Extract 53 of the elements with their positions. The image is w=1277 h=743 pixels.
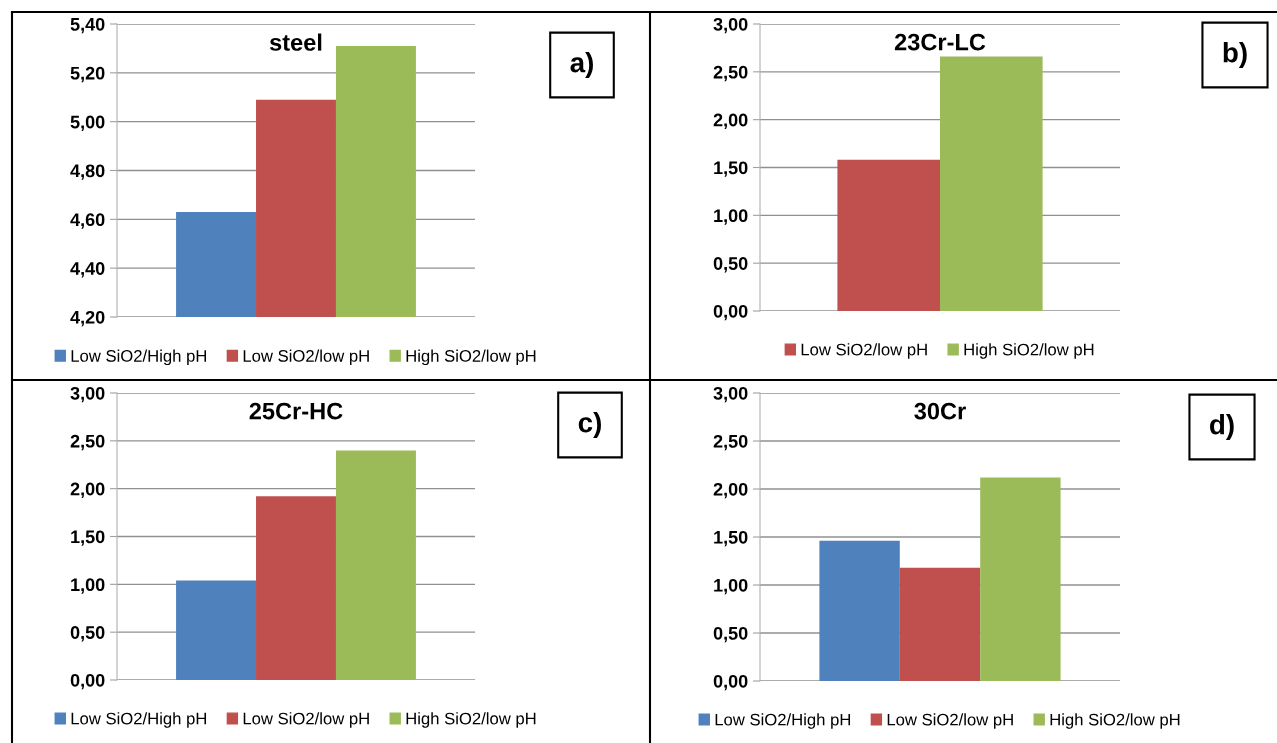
y-tick-label: 5,00 — [70, 115, 105, 131]
text: d) — [1210, 414, 1234, 440]
legend-label: Low SiO2/low pH — [243, 712, 369, 728]
y-tick-label: 1,50 — [714, 530, 748, 547]
legend-label: Low SiO2/low pH — [887, 713, 1013, 729]
y-tick-label: 4,60 — [70, 213, 105, 229]
y-tick-label: 1,50 — [714, 161, 748, 177]
y-tick-label: 4,20 — [70, 310, 105, 327]
legend-label: Low SiO2/High pH — [71, 349, 207, 366]
y-tick-label: 4,80 — [70, 164, 105, 180]
bar — [819, 540, 900, 681]
chart-title: steel — [269, 33, 322, 51]
y-tick-label: 1,00 — [71, 578, 105, 594]
legend-label: High SiO2/low pH — [1050, 713, 1180, 729]
y-tick-label: 3,00 — [70, 386, 105, 403]
bar — [980, 477, 1061, 681]
legend-label: Low SiO2/low pH — [801, 343, 927, 359]
y-tick-label: 3,00 — [713, 386, 748, 403]
y-tick-label: 2,50 — [713, 434, 748, 451]
legend-label: Low SiO2/High pH — [71, 712, 207, 728]
y-tick-label: 1,50 — [71, 530, 105, 546]
y-tick-label: 5,20 — [70, 66, 105, 83]
y-tick-label: 0,00 — [713, 304, 748, 321]
y-tick-label: 2,50 — [713, 65, 748, 82]
text: a) — [570, 52, 593, 78]
y-tick-label: 5,40 — [70, 17, 105, 34]
legend-label: High SiO2/low pH — [964, 343, 1094, 359]
y-tick-label: 2,50 — [70, 434, 105, 451]
bar — [335, 450, 416, 680]
bar — [256, 496, 336, 680]
y-tick-label: 2,00 — [713, 482, 748, 499]
y-tick-label: 2,00 — [70, 482, 105, 498]
bar — [176, 580, 257, 680]
bar — [899, 567, 981, 681]
y-tick-label: 0,50 — [70, 626, 105, 642]
legend-label: High SiO2/low pH — [406, 712, 536, 728]
text: b) — [1223, 42, 1247, 68]
y-tick-label: 0,00 — [713, 674, 748, 691]
chart-title: 25Cr-HC — [249, 402, 343, 420]
y-tick-label: 0,50 — [713, 626, 748, 643]
text: c) — [578, 412, 601, 438]
y-tick-label: 2,00 — [713, 113, 748, 129]
legend-label: Low SiO2/High pH — [715, 713, 851, 729]
y-tick-label: 1,00 — [714, 209, 748, 225]
chart-title: 23Cr-LC — [894, 33, 986, 51]
y-tick-label: 1,00 — [714, 578, 748, 595]
legend-label: High SiO2/low pH — [406, 349, 536, 366]
y-tick-label: 0,50 — [713, 257, 748, 273]
y-tick-label: 0,00 — [70, 673, 105, 690]
legend-label: Low SiO2/low pH — [243, 349, 369, 366]
y-tick-label: 3,00 — [713, 17, 748, 34]
y-tick-label: 4,40 — [70, 262, 105, 278]
chart-title: 30Cr — [914, 402, 966, 420]
